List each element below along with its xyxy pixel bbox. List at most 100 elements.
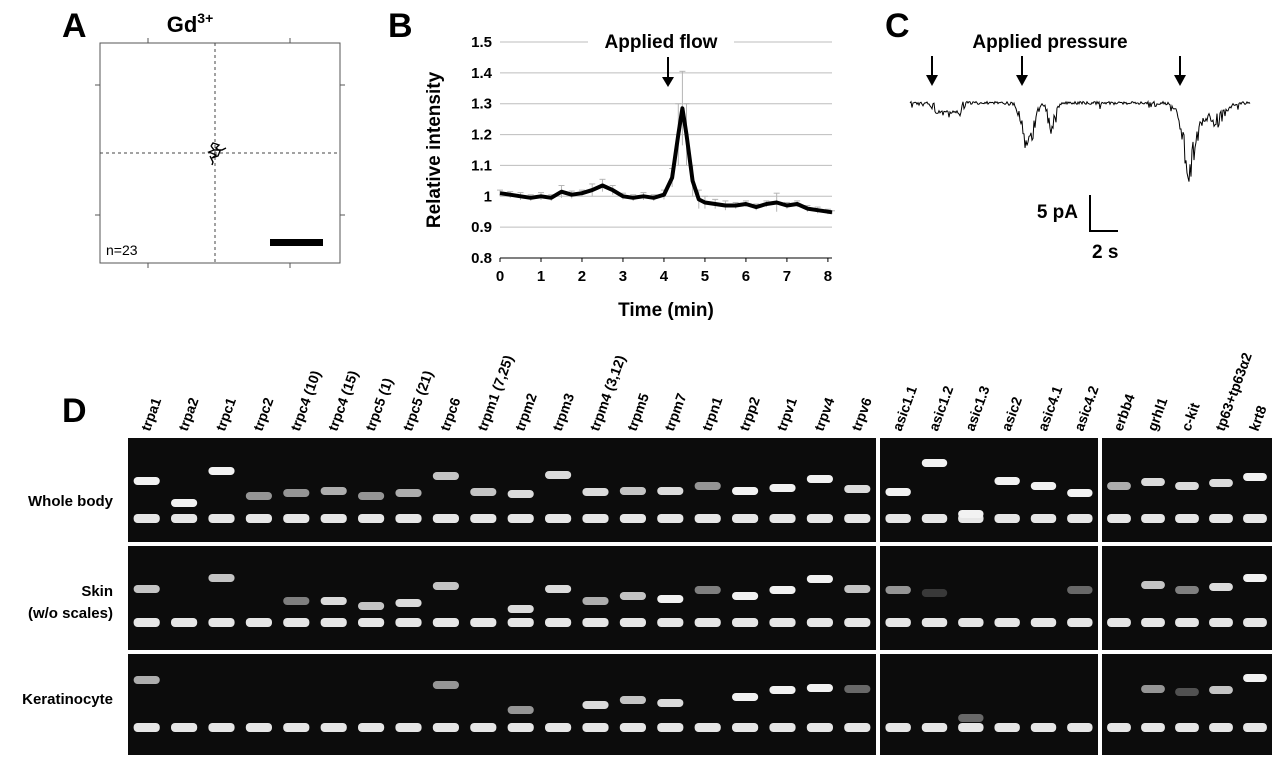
gel-band — [545, 585, 572, 593]
applied-flow-arrow — [662, 57, 674, 87]
gel-band — [582, 514, 609, 523]
gel-band — [1067, 586, 1093, 594]
line-chart: 0.8 0.9 1 1.1 1.2 1.3 1.4 1.5 0 1 2 3 4 5 6 7 8 Time (min… — [424, 30, 835, 321]
gel-band — [732, 693, 759, 701]
x-tick-label: 1 — [537, 268, 545, 285]
lane-label: trpv6 — [848, 395, 875, 433]
gel-band — [1107, 514, 1131, 523]
y-tick-label: 1.5 — [471, 34, 492, 51]
gel-band — [1067, 723, 1093, 732]
gel-images — [128, 438, 1272, 755]
gel-band — [395, 489, 422, 497]
gel-band — [432, 514, 459, 523]
x-tick-label: 2 — [578, 268, 586, 285]
gel-band — [1107, 723, 1131, 732]
gel-band — [1175, 514, 1199, 523]
y-tick-label: 0.9 — [471, 219, 492, 236]
gel-band — [921, 618, 948, 627]
gel-band — [657, 595, 684, 603]
lane-label: asic1.2 — [925, 383, 956, 433]
gel-band — [769, 514, 796, 523]
gel-band — [694, 514, 721, 523]
lane-label: trpc5 (1) — [362, 376, 396, 433]
gel-band — [694, 586, 721, 594]
gel-band — [657, 618, 684, 627]
scale-y-label: 5 pA — [1037, 202, 1078, 223]
gel-band — [694, 618, 721, 627]
applied-flow-label: Applied flow — [605, 32, 718, 53]
gel-band — [1141, 723, 1165, 732]
gel-band — [320, 723, 347, 732]
gel-band — [1141, 478, 1165, 486]
gel-band — [432, 618, 459, 627]
gel-band — [1030, 618, 1057, 627]
gel-band — [994, 618, 1020, 627]
gel-band — [806, 475, 833, 483]
gel-band — [582, 488, 609, 496]
gel-panel — [880, 654, 1098, 755]
lane-label: asic4.1 — [1034, 383, 1065, 433]
gel-panel — [128, 654, 876, 755]
gel-band — [619, 487, 646, 495]
lane-label: trpc6 — [437, 395, 464, 433]
gel-band — [1141, 685, 1165, 693]
gel-band — [1243, 473, 1267, 481]
lane-label: trpm2 — [511, 391, 539, 433]
gel-band — [806, 618, 833, 627]
gel-band — [694, 482, 721, 490]
gel-band — [245, 723, 272, 732]
gel-band — [1107, 482, 1131, 490]
panel-a-title: Gd3+ — [167, 10, 214, 37]
gel-band — [320, 514, 347, 523]
gel-band — [806, 575, 833, 583]
gel-band — [921, 589, 948, 597]
gel-band — [1067, 489, 1093, 497]
gel-band — [507, 605, 534, 613]
x-tick-label: 8 — [824, 268, 832, 285]
gel-band — [358, 514, 385, 523]
lane-label: asic1.3 — [962, 383, 993, 433]
gel-band — [1030, 723, 1057, 732]
x-tick-label: 0 — [496, 268, 504, 285]
lane-label: trpc1 — [212, 395, 239, 433]
gel-band — [885, 723, 911, 732]
gel-band — [1175, 618, 1199, 627]
gel-band — [582, 701, 609, 709]
gel-band — [133, 676, 160, 684]
lane-label: trpp2 — [736, 394, 763, 433]
scale-x-label: 2 s — [1092, 242, 1118, 263]
lane-label: trpc4 (10) — [287, 368, 324, 433]
gel-band — [358, 723, 385, 732]
gel-band — [320, 597, 347, 605]
gel-band — [470, 514, 497, 523]
gel-band — [732, 487, 759, 495]
gel-band — [769, 618, 796, 627]
gel-band — [395, 723, 422, 732]
lane-label: trpa1 — [137, 395, 164, 433]
gel-band — [470, 618, 497, 627]
gel-band — [507, 706, 534, 714]
gel-band — [470, 723, 497, 732]
x-tick-label: 3 — [619, 268, 627, 285]
lane-label: c-kit — [1178, 400, 1203, 433]
row-label-whole-body: Whole body — [28, 493, 114, 510]
scale-bar — [270, 239, 323, 246]
gel-band — [283, 618, 310, 627]
gel-band — [657, 699, 684, 707]
gel-band — [1175, 723, 1199, 732]
lane-label: trpc5 (21) — [399, 368, 436, 433]
gel-band — [133, 585, 160, 593]
gel-panel — [128, 438, 876, 542]
gel-band — [171, 723, 198, 732]
gel-band — [582, 597, 609, 605]
gel-band — [171, 618, 198, 627]
gel-band — [921, 514, 948, 523]
gel-band — [171, 514, 198, 523]
gel-band — [320, 487, 347, 495]
x-axis-title: Time (min) — [618, 300, 714, 321]
gel-band — [732, 514, 759, 523]
gel-band — [806, 514, 833, 523]
gel-band — [545, 514, 572, 523]
lane-label: trpc2 — [250, 395, 277, 433]
